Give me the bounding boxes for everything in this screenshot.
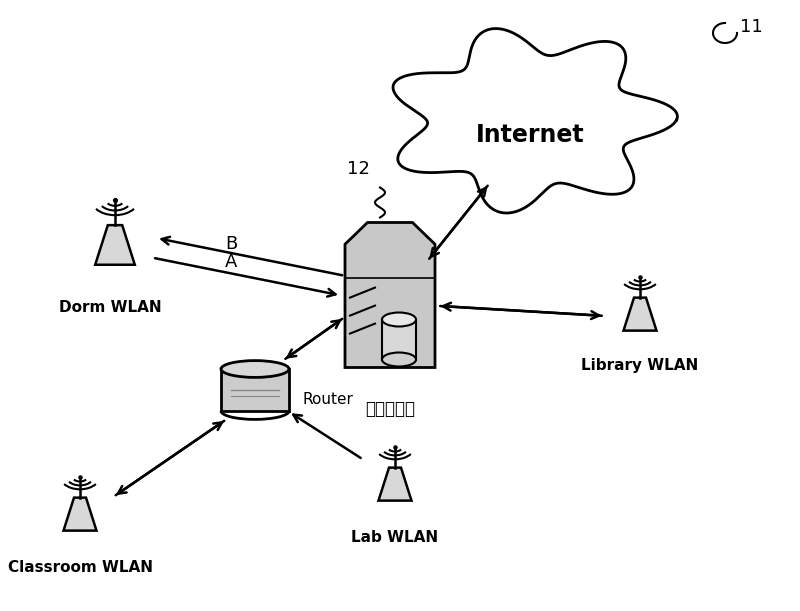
Ellipse shape: [382, 312, 416, 326]
Text: 缓存服务器: 缓存服务器: [365, 400, 415, 418]
Text: Router: Router: [303, 392, 354, 408]
Ellipse shape: [221, 360, 289, 378]
Text: 11: 11: [740, 18, 762, 36]
Text: Classroom WLAN: Classroom WLAN: [7, 560, 153, 575]
FancyBboxPatch shape: [221, 369, 289, 411]
Text: Library WLAN: Library WLAN: [582, 358, 698, 373]
Ellipse shape: [382, 353, 416, 367]
Polygon shape: [345, 222, 435, 367]
Polygon shape: [63, 497, 97, 530]
Polygon shape: [378, 467, 411, 500]
Text: 12: 12: [346, 160, 370, 178]
Text: Dorm WLAN: Dorm WLAN: [58, 300, 162, 315]
FancyBboxPatch shape: [382, 320, 416, 359]
Polygon shape: [95, 225, 134, 265]
Text: B: B: [226, 235, 238, 254]
Polygon shape: [623, 298, 657, 331]
Text: Lab WLAN: Lab WLAN: [351, 530, 438, 545]
Text: A: A: [226, 254, 238, 271]
Text: Internet: Internet: [476, 123, 584, 147]
Polygon shape: [393, 29, 678, 213]
